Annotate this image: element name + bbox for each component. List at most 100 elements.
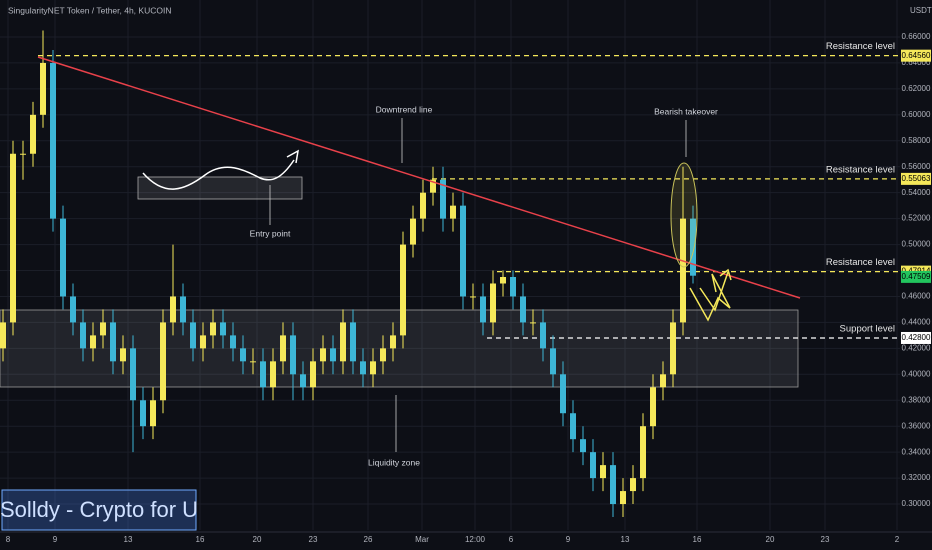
candle-body: [450, 205, 456, 219]
level-name: Resistance level: [826, 257, 895, 268]
y-tick-label: 0.66000: [902, 32, 931, 41]
y-tick-label: 0.46000: [902, 292, 931, 301]
y-tick-label: 0.64000: [902, 58, 931, 67]
candle-body: [340, 322, 346, 362]
y-tick-label: 0.58000: [902, 136, 931, 145]
candle-body: [40, 62, 46, 115]
candle-body: [560, 374, 566, 414]
x-tick-label: Mar: [415, 535, 429, 544]
entry-box: [137, 176, 303, 200]
y-tick-label: 0.56000: [902, 162, 931, 171]
levels: Resistance level Resistance level Resistan…: [38, 41, 900, 339]
candle-body: [490, 283, 496, 323]
candle-body: [610, 465, 616, 505]
candle-body: [120, 348, 126, 362]
x-tick-label: 9: [53, 535, 58, 544]
last-price-tag: [901, 270, 931, 283]
watermark-box: [1, 489, 197, 531]
candle-body: [500, 277, 506, 284]
level-tag: [901, 331, 931, 344]
entry-curve: [142, 159, 295, 190]
candle-body: [240, 348, 246, 362]
candle-body: [440, 179, 446, 219]
axis-label: USDT: [910, 6, 932, 15]
candle-body: [550, 348, 556, 375]
x-tick-label: 12:00: [465, 535, 486, 544]
candle-body: [150, 400, 156, 427]
liquidity-zone: [0, 309, 799, 388]
x-tick-label: 8: [6, 535, 11, 544]
level-label: 0.64560: [902, 51, 931, 60]
candle-body: [390, 335, 396, 349]
candle-body: [400, 244, 406, 336]
last-price-label: 0.47509: [902, 272, 931, 281]
x-tick-label: 13: [124, 535, 133, 544]
candle-body: [540, 322, 546, 349]
candle-body: [590, 452, 596, 479]
candle-body: [580, 439, 586, 453]
level-tag: [901, 49, 931, 62]
candle-body: [350, 322, 356, 362]
level-tag: [901, 172, 931, 185]
y-tick-label: 0.42000: [902, 343, 931, 352]
y-tick-label: 0.32000: [902, 473, 931, 482]
candle-body: [250, 361, 256, 363]
candle-body: [290, 335, 296, 375]
candle-body: [690, 218, 696, 276]
watermark: Solldy - Crypto for U: [0, 497, 198, 522]
candle-body: [640, 426, 646, 479]
candle-body: [660, 374, 666, 388]
x-tick-label: 9: [566, 535, 571, 544]
candles: [0, 30, 696, 518]
candle-body: [180, 296, 186, 323]
annotation: Bearish takeover: [654, 106, 718, 116]
x-tick-label: 16: [196, 535, 205, 544]
x-tick-label: 26: [364, 535, 373, 544]
axis: 0.30000 0.32000 0.34000 0.36000 0.38000 0.400…: [6, 32, 931, 544]
candle-body: [630, 478, 636, 492]
candle-body: [480, 296, 486, 323]
y-tick-label: 0.62000: [902, 84, 931, 93]
x-tick-label: 16: [693, 535, 702, 544]
candle-body: [360, 361, 366, 375]
candle-body: [60, 218, 66, 297]
candle-body: [510, 277, 516, 297]
candle-body: [370, 361, 376, 375]
candle-body: [90, 335, 96, 349]
candle-body: [70, 296, 76, 323]
candle-body: [10, 153, 16, 323]
candle-body: [320, 348, 326, 362]
candle-body: [530, 322, 536, 324]
y-tick-label: 0.36000: [902, 421, 931, 430]
candle-body: [570, 413, 576, 440]
candle-body: [260, 361, 266, 388]
annotation: Entry point: [250, 228, 291, 238]
level-name: Resistance level: [826, 41, 895, 52]
level-name: Resistance level: [826, 164, 895, 175]
annotation: Downtrend line: [376, 104, 433, 114]
y-tick-label: 0.34000: [902, 447, 931, 456]
x-tick-label: 13: [621, 535, 630, 544]
x-tick-label: 23: [821, 535, 830, 544]
candle-body: [310, 361, 316, 388]
candle-body: [600, 465, 606, 479]
candle-body: [650, 387, 656, 427]
x-tick-label: 20: [766, 535, 775, 544]
y-tick-label: 0.50000: [902, 240, 931, 249]
y-tick-label: 0.52000: [902, 214, 931, 223]
candle-body: [410, 218, 416, 245]
candle-body: [230, 335, 236, 349]
candle-body: [80, 322, 86, 349]
candle-body: [110, 322, 116, 362]
candle-body: [130, 348, 136, 401]
projection-arrow: [699, 268, 732, 312]
candle-body: [170, 296, 176, 323]
y-tick-label: 0.40000: [902, 369, 931, 378]
candle-body: [50, 62, 56, 219]
downtrend-line: [37, 56, 801, 299]
candle-body: [330, 348, 336, 362]
candle-body: [140, 400, 146, 427]
candle-body: [0, 322, 6, 349]
candle-body: [680, 218, 686, 323]
